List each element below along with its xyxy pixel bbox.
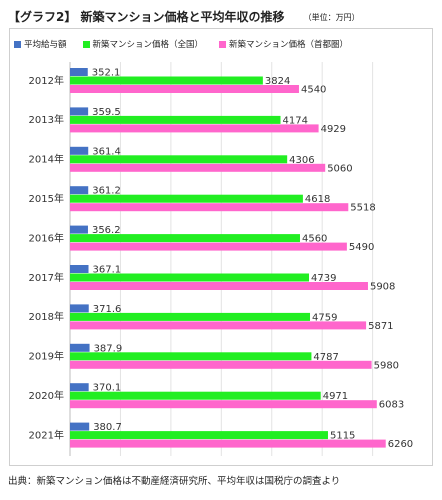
data-label: 356.2 bbox=[92, 225, 121, 236]
bar-2 bbox=[70, 155, 288, 164]
bar-3 bbox=[70, 85, 299, 93]
legend-item-1: 平均給与額 bbox=[14, 38, 67, 50]
category-label: 2012年 bbox=[29, 74, 64, 87]
title-row: 【グラフ2】 新築マンション価格と平均年収の推移 （単位：万円） bbox=[8, 6, 360, 25]
bar-2 bbox=[70, 115, 281, 124]
data-label: 361.2 bbox=[92, 186, 121, 197]
data-label: 4971 bbox=[323, 391, 348, 402]
legend-label: 新築マンション価格（首都圏） bbox=[229, 40, 349, 50]
data-label: 4540 bbox=[301, 85, 326, 96]
category-label: 2015年 bbox=[29, 192, 64, 205]
bar-1 bbox=[70, 383, 89, 392]
bar-2 bbox=[70, 431, 328, 440]
data-label: 5115 bbox=[330, 431, 355, 442]
bar-2 bbox=[70, 234, 300, 243]
data-label: 352.1 bbox=[92, 68, 121, 79]
legend-item-2: 新築マンション価格（全国） bbox=[82, 38, 204, 50]
data-label: 5518 bbox=[350, 203, 375, 214]
bar-3 bbox=[70, 321, 367, 330]
legend-label: 平均給与額 bbox=[24, 40, 67, 50]
legend: 平均給与額 新築マンション価格（全国） 新築マンション価格（首都圏） bbox=[14, 38, 348, 50]
data-label: 380.7 bbox=[93, 422, 122, 433]
category-label: 2013年 bbox=[29, 113, 64, 126]
data-label: 6260 bbox=[388, 439, 413, 450]
data-label: 359.5 bbox=[92, 107, 121, 118]
category-label: 2020年 bbox=[29, 389, 64, 402]
bar-3 bbox=[70, 282, 368, 290]
data-label: 5060 bbox=[327, 163, 352, 174]
bar-1 bbox=[70, 107, 89, 116]
data-label: 367.1 bbox=[93, 265, 122, 276]
bar-2 bbox=[70, 273, 310, 282]
data-label: 4306 bbox=[289, 155, 314, 166]
bar-3 bbox=[70, 242, 347, 251]
data-label: 4618 bbox=[305, 194, 330, 205]
bar-2 bbox=[70, 352, 312, 361]
category-label: 2018年 bbox=[29, 310, 64, 323]
category-label: 2017年 bbox=[29, 271, 64, 284]
bar-1 bbox=[70, 304, 89, 313]
bar-3 bbox=[70, 203, 349, 212]
bar-1 bbox=[70, 422, 90, 431]
data-label: 6083 bbox=[379, 400, 404, 411]
data-label: 5490 bbox=[349, 242, 374, 253]
bar-1 bbox=[70, 186, 89, 195]
chart-unit: （単位：万円） bbox=[303, 13, 360, 22]
bar-2 bbox=[70, 312, 311, 321]
category-label: 2019年 bbox=[29, 350, 64, 363]
data-label: 371.6 bbox=[93, 304, 122, 315]
chart-title: 【グラフ2】 新築マンション価格と平均年収の推移 bbox=[8, 10, 285, 24]
category-label: 2021年 bbox=[29, 428, 64, 441]
data-label: 387.9 bbox=[94, 343, 123, 354]
bar-1 bbox=[70, 68, 88, 76]
bar-3 bbox=[70, 439, 386, 448]
data-label: 4560 bbox=[302, 234, 327, 245]
legend-swatch bbox=[219, 40, 227, 48]
data-label: 4787 bbox=[313, 352, 338, 363]
legend-swatch bbox=[14, 40, 21, 48]
data-label: 4929 bbox=[321, 124, 346, 135]
source-note: 出典：新築マンション価格は不動産経済研究所、平均年収は国税庁の調査より bbox=[8, 476, 341, 487]
data-label: 5980 bbox=[374, 360, 399, 371]
bar-2 bbox=[70, 391, 321, 400]
bar-1 bbox=[70, 265, 89, 273]
data-label: 5908 bbox=[370, 282, 395, 293]
data-label: 5871 bbox=[368, 321, 393, 332]
category-label: 2014年 bbox=[29, 153, 64, 166]
data-label: 3824 bbox=[265, 76, 290, 87]
bar-2 bbox=[70, 194, 303, 203]
bar-2 bbox=[70, 76, 263, 85]
bar-3 bbox=[70, 360, 372, 369]
data-label: 4759 bbox=[312, 312, 337, 323]
legend-label: 新築マンション価格（全国） bbox=[92, 40, 204, 50]
legend-swatch bbox=[82, 40, 90, 48]
category-label: 2016年 bbox=[29, 231, 64, 244]
bar-1 bbox=[70, 225, 88, 234]
bar-1 bbox=[70, 146, 89, 155]
chart-frame bbox=[9, 28, 433, 466]
data-label: 4174 bbox=[283, 115, 308, 126]
legend-item-3: 新築マンション価格（首都圏） bbox=[219, 38, 348, 50]
bar-3 bbox=[70, 163, 326, 172]
data-label: 370.1 bbox=[93, 383, 122, 394]
data-label: 4739 bbox=[311, 273, 336, 284]
data-label: 361.4 bbox=[92, 146, 121, 157]
bar-3 bbox=[70, 400, 377, 409]
bar-3 bbox=[70, 124, 319, 133]
bar-1 bbox=[70, 343, 90, 352]
